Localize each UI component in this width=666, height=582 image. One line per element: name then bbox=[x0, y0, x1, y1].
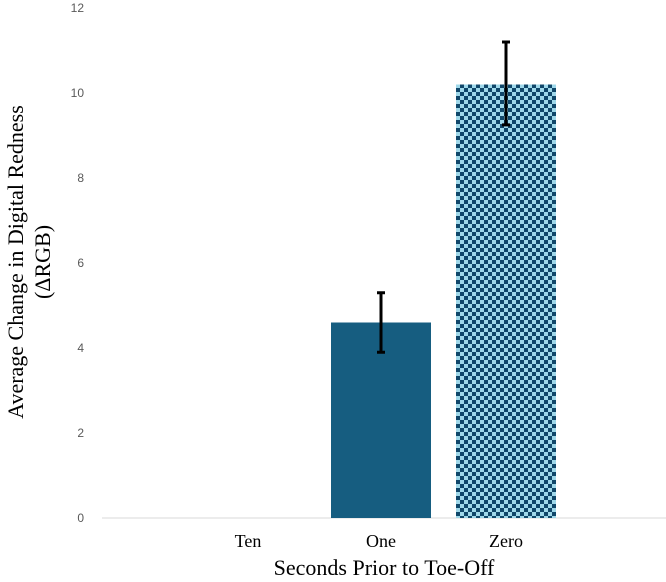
y-tick-label: 12 bbox=[71, 1, 85, 15]
x-axis-title: Seconds Prior to Toe-Off bbox=[274, 555, 495, 580]
y-tick-label: 6 bbox=[77, 256, 84, 270]
error-bar-zero bbox=[502, 40, 510, 127]
y-axis-ticks: 0 2 4 6 8 10 12 bbox=[71, 1, 85, 525]
x-tick-label-ten: Ten bbox=[235, 531, 262, 551]
y-axis-title: Average Change in Digital Redness (ΔRGB) bbox=[3, 105, 55, 419]
bars bbox=[331, 84, 556, 518]
y-tick-label: 8 bbox=[77, 171, 84, 185]
y-axis-title-line-1: Average Change in Digital Redness bbox=[3, 105, 28, 419]
y-tick-label: 4 bbox=[77, 341, 84, 355]
y-tick-label: 10 bbox=[71, 86, 85, 100]
error-bars bbox=[377, 40, 510, 354]
category-labels: Ten One Zero bbox=[235, 531, 523, 551]
x-tick-label-one: One bbox=[366, 531, 396, 551]
error-bar-one bbox=[377, 291, 385, 354]
y-tick-label: 2 bbox=[77, 426, 84, 440]
bar-zero bbox=[456, 84, 556, 518]
y-axis-title-line-2: (ΔRGB) bbox=[30, 225, 55, 299]
bar-one bbox=[331, 322, 431, 518]
x-tick-label-zero: Zero bbox=[489, 531, 523, 551]
y-tick-label: 0 bbox=[77, 511, 84, 525]
